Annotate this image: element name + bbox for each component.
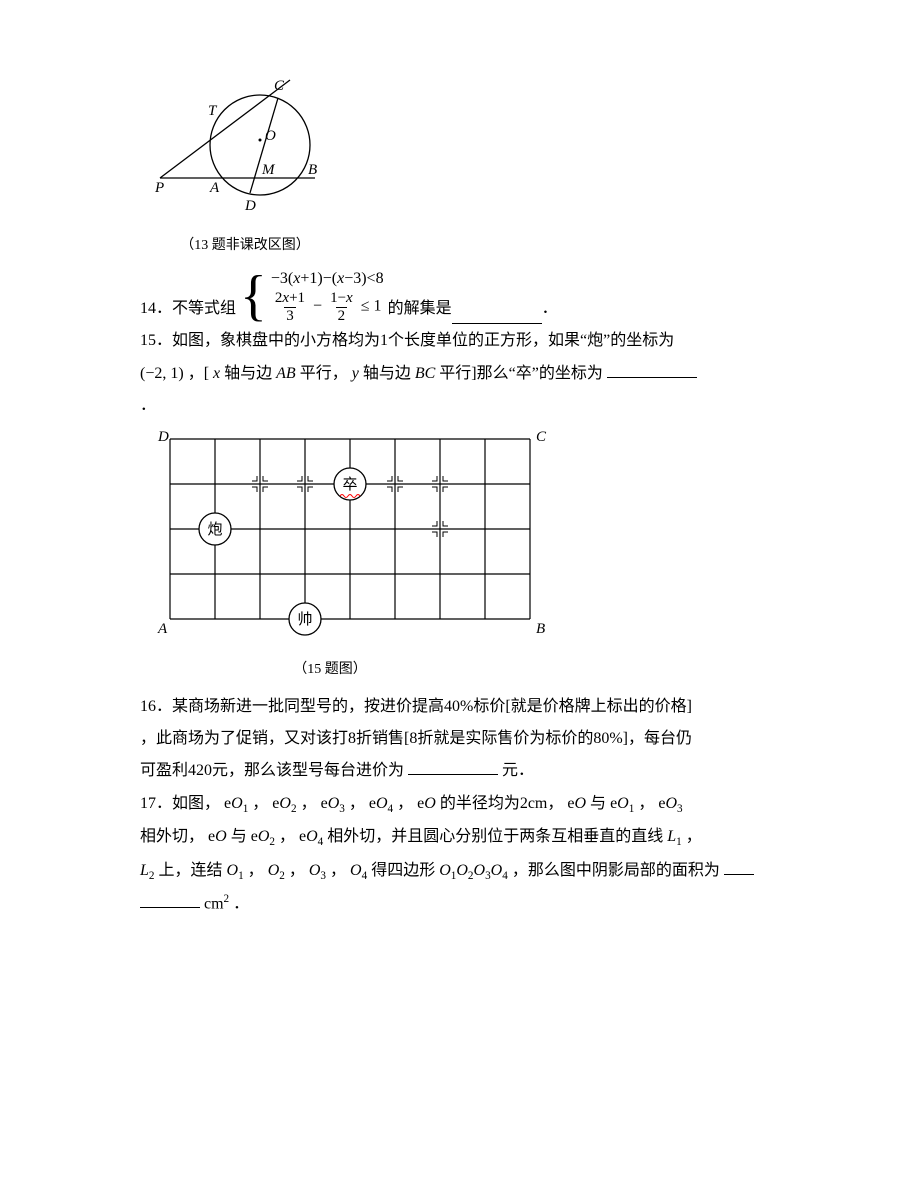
document-page: P T C O A M B D （13 题非课改区图） 14．不等式组 { −3… (0, 0, 920, 962)
question-17-line3: L2 上，连结 O1 ， O2 ， O3 ， O4 得四边形 O1O2O3O4 … (140, 856, 780, 887)
figure-15: 炮 卒帅 D C A B （15 题图） (150, 424, 780, 684)
question-16-line2: ，此商场为了促销，又对该打8折销售[8折就是实际售价为标价的80%]，每台仍 (140, 724, 780, 754)
q17-blank-b[interactable] (140, 891, 200, 908)
q14-blank[interactable] (452, 307, 542, 324)
question-16-line3: 可盈利420元，那么该型号每台进价为 元． (140, 756, 780, 786)
svg-text:A: A (157, 621, 168, 637)
question-15-period: ． (140, 391, 780, 421)
label-A: A (209, 180, 220, 196)
figure-15-caption: （15 题图） (150, 657, 510, 684)
label-P: P (154, 180, 164, 196)
circle-o (210, 95, 310, 195)
label-M: M (261, 162, 276, 178)
q16-blank[interactable] (408, 758, 498, 775)
q14-prefix: 14．不等式组 (140, 294, 236, 324)
figure-13: P T C O A M B D （13 题非课改区图） (150, 60, 780, 260)
chessboard-svg: 炮 卒帅 D C A B (150, 424, 550, 644)
figure-13-svg: P T C O A M B D (150, 60, 340, 220)
q14-period: ． (542, 294, 558, 324)
label-B: B (308, 162, 317, 178)
svg-text:C: C (536, 429, 547, 445)
q14-after: 的解集是 (388, 294, 452, 324)
label-O: O (265, 128, 276, 144)
question-15-line1: 15．如图，象棋盘中的小方格均为1个长度单位的正方形，如果“炮”的坐标为 (140, 326, 780, 356)
q17-blank-a[interactable] (724, 858, 754, 875)
figure-13-caption: （13 题非课改区图） (150, 233, 340, 260)
svg-text:炮: 炮 (207, 521, 222, 538)
q15-blank[interactable] (607, 361, 697, 378)
q14-inequality-system: { −3(x+1)−(x−3)<8 2x+13 − 1−x2 ≤ 1 (240, 268, 384, 324)
svg-text:卒: 卒 (342, 476, 357, 493)
question-16-line1: 16．某商场新进一批同型号的，按进价提高40%标价[就是价格牌上标出的价格] (140, 692, 780, 722)
q14-ineq-2: 2x+13 − 1−x2 ≤ 1 (271, 290, 384, 324)
left-brace: { (240, 268, 267, 324)
line-cd (250, 98, 278, 193)
label-C: C (274, 78, 285, 94)
q14-ineq-1: −3(x+1)−(x−3)<8 (271, 268, 384, 290)
label-T: T (208, 103, 218, 119)
svg-text:B: B (536, 621, 545, 637)
question-17-line4: cm2 ． (140, 889, 780, 920)
question-17-line1: 17．如图， eO1 ， eO2 ， eO3 ， eO4 ， eO 的半径均为2… (140, 789, 780, 820)
question-17-line2: 相外切， eO 与 eO2 ， eO4 相外切，并且圆心分别位于两条互相垂直的直… (140, 822, 780, 853)
question-14: 14．不等式组 { −3(x+1)−(x−3)<8 2x+13 − 1−x2 ≤… (140, 268, 780, 324)
question-15-line2: (−2, 1) ，[ x 轴与边 AB 平行， y 轴与边 BC 平行]那么“卒… (140, 359, 780, 389)
q15-coord: (−2, 1) (140, 365, 184, 382)
svg-text:D: D (157, 429, 169, 445)
label-D: D (244, 198, 256, 214)
svg-text:帅: 帅 (297, 611, 312, 628)
center-dot (259, 139, 262, 142)
